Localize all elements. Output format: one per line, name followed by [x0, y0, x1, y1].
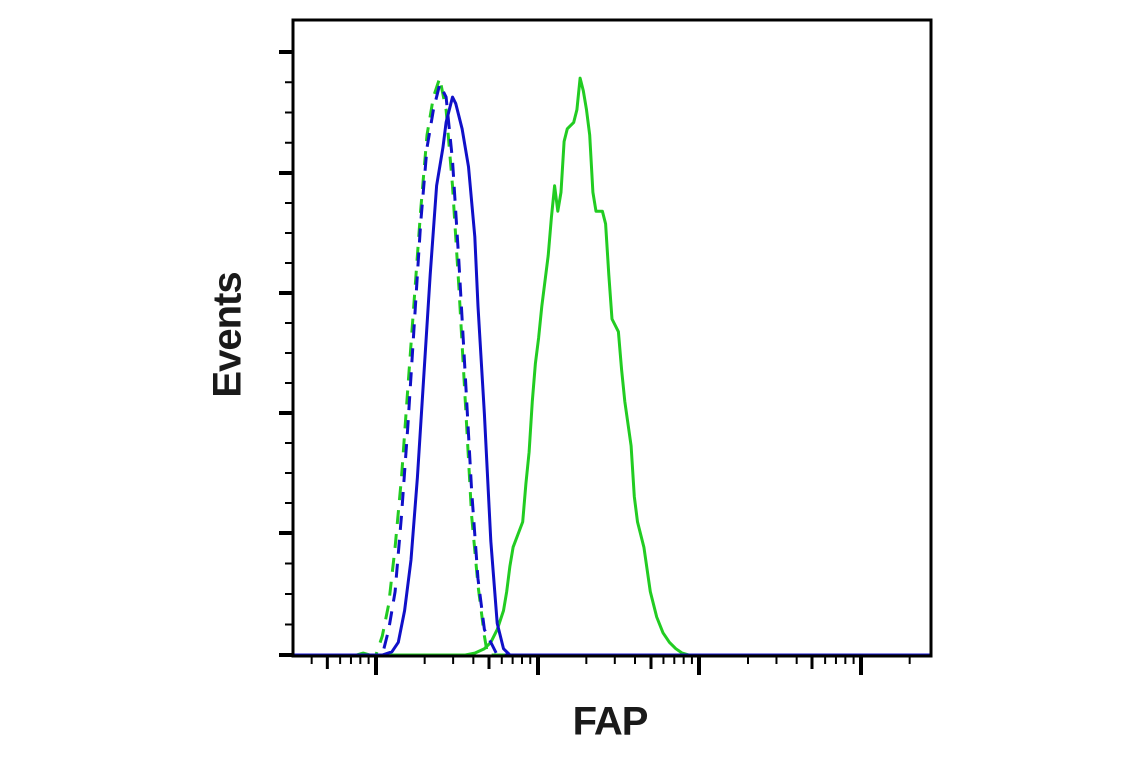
plot-border [291, 18, 933, 658]
series-line-1 [293, 76, 931, 657]
series-line-2 [293, 82, 931, 657]
series-line-0 [293, 76, 931, 657]
series-line-3 [293, 95, 931, 657]
histogram-curves [293, 76, 931, 657]
plot-frame [279, 18, 933, 675]
y-axis-label: Events [205, 272, 250, 398]
x-axis-label: FAP [572, 699, 649, 744]
